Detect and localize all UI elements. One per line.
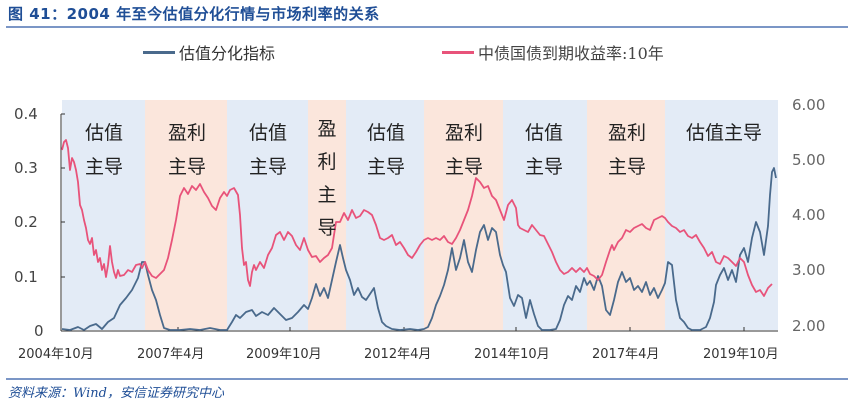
- x-tick: 2019年10月: [703, 347, 779, 362]
- y-right-tick: 6.00: [792, 96, 826, 114]
- title-divider: [6, 26, 848, 28]
- band-label-1: 估值 主导: [84, 122, 123, 178]
- series-yield-line: [61, 139, 773, 297]
- band-label-8: 盈利 主导: [607, 122, 646, 178]
- legend-swatch-yield-icon: [442, 50, 474, 54]
- band-label-2: 盈利 主导: [167, 122, 206, 178]
- legend-label-yield: 中债国债到期收益率:10年: [478, 44, 664, 63]
- legend-item-yield: 中债国债到期收益率:10年: [442, 40, 664, 64]
- y-left-tick: 0: [34, 322, 44, 340]
- y-left-tick: 0.1: [14, 268, 38, 286]
- source-divider: [6, 378, 848, 380]
- y-left-tick: 0.3: [14, 159, 38, 177]
- legend-swatch-valuation-icon: [143, 50, 175, 54]
- x-tick: 2007年4月: [137, 347, 205, 362]
- band-label-9: 估值主导: [685, 122, 762, 144]
- y-right-tick: 4.00: [792, 206, 826, 224]
- x-tick: 2014年10月: [474, 347, 550, 362]
- legend-item-valuation: 估值分化指标: [143, 40, 275, 64]
- x-tick: 2009年10月: [246, 347, 322, 362]
- band-label-5: 估值 主导: [366, 122, 405, 178]
- band-label-4: 盈利主导: [317, 118, 337, 239]
- x-tick: 2004年10月: [18, 347, 94, 362]
- band-label-7: 估值 主导: [524, 122, 563, 178]
- legend-label-valuation: 估值分化指标: [179, 44, 276, 63]
- y-left-tick: 0.4: [14, 105, 38, 123]
- y-right-tick: 2.00: [792, 317, 826, 335]
- x-tick: 2017年4月: [592, 347, 660, 362]
- source-note: 资料来源：Wind，安信证券研究中心: [8, 386, 224, 401]
- y-left-tick: 0.2: [14, 213, 38, 231]
- y-right-tick: 5.00: [792, 151, 826, 169]
- x-tick: 2012年4月: [364, 347, 432, 362]
- band-label-6: 盈利 主导: [444, 122, 483, 178]
- chart-title: 图 41：2004 年至今估值分化行情与市场利率的关系: [8, 5, 380, 23]
- series-valuation-line: [61, 167, 777, 331]
- y-right-tick: 3.00: [792, 261, 826, 279]
- band-label-3: 估值 主导: [248, 122, 287, 178]
